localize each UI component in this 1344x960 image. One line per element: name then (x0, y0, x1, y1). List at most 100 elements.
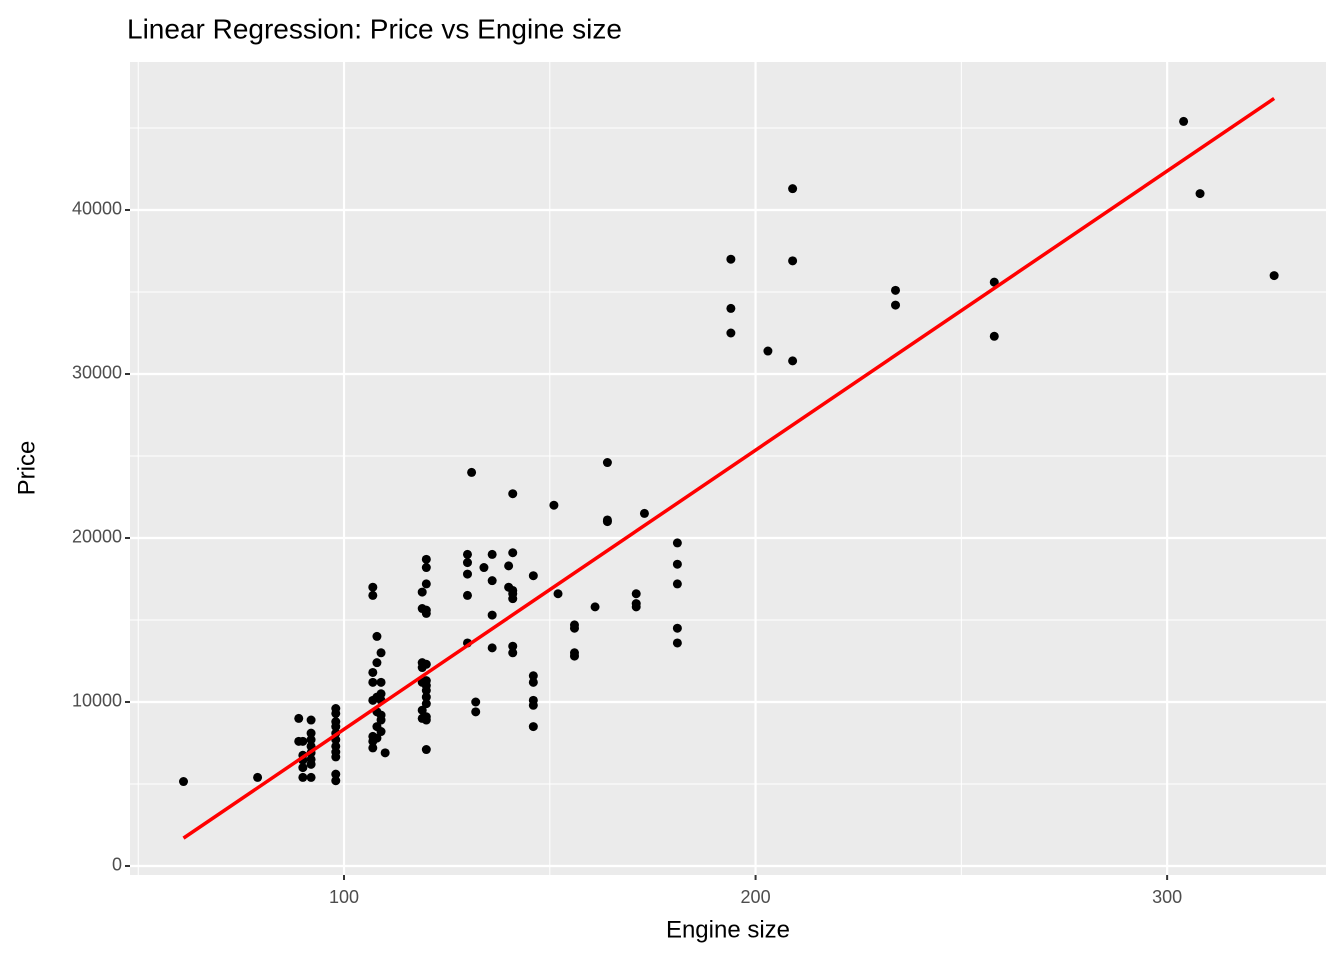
y-tick-label: 0 (112, 855, 122, 875)
point (368, 582, 378, 592)
point (631, 589, 641, 599)
point (553, 589, 563, 599)
point (763, 346, 773, 356)
point (376, 715, 386, 725)
regression-line (182, 97, 1276, 840)
point (989, 331, 999, 341)
point (421, 699, 431, 709)
point (508, 594, 518, 604)
point (508, 648, 518, 658)
point (672, 579, 682, 589)
point (989, 277, 999, 287)
point (487, 643, 497, 653)
point (602, 517, 612, 527)
point (417, 713, 427, 723)
point (306, 715, 316, 725)
point (462, 590, 472, 600)
point (368, 677, 378, 687)
point (417, 663, 427, 673)
point (331, 722, 341, 732)
point (471, 697, 481, 707)
point (421, 563, 431, 573)
point (368, 743, 378, 753)
point (368, 736, 378, 746)
y-tick-label: 20000 (72, 527, 122, 547)
point (294, 713, 304, 723)
point (306, 772, 316, 782)
point (891, 300, 901, 310)
point (372, 631, 382, 641)
point (306, 759, 316, 769)
point (417, 587, 427, 597)
point (508, 489, 518, 499)
chart-title: Linear Regression: Price vs Engine size (127, 13, 622, 44)
point (672, 559, 682, 569)
point (306, 735, 316, 745)
point (1269, 271, 1279, 281)
point (376, 677, 386, 687)
point (487, 576, 497, 586)
point (639, 508, 649, 518)
point (508, 641, 518, 651)
point (471, 707, 481, 717)
point (528, 571, 538, 581)
point (368, 667, 378, 677)
y-axis-title: Price (13, 441, 40, 496)
point (788, 184, 798, 194)
point (417, 677, 427, 687)
point (508, 548, 518, 558)
point (528, 700, 538, 710)
point (528, 722, 538, 732)
point (421, 686, 431, 696)
y-tick-label: 40000 (72, 199, 122, 219)
y-tick-label: 30000 (72, 363, 122, 383)
x-tick-label: 300 (1152, 887, 1182, 907)
point (788, 356, 798, 366)
point (1179, 116, 1189, 126)
point (672, 623, 682, 633)
point (549, 500, 559, 510)
point (487, 549, 497, 559)
point (417, 705, 427, 715)
point (462, 569, 472, 579)
point (726, 254, 736, 264)
point (462, 549, 472, 559)
point (372, 722, 382, 732)
point (368, 590, 378, 600)
point (631, 602, 641, 612)
point (726, 328, 736, 338)
point (487, 610, 497, 620)
x-axis-title: Engine size (666, 916, 790, 943)
point (421, 692, 431, 702)
point (569, 623, 579, 633)
point (672, 538, 682, 548)
point (331, 769, 341, 779)
point (294, 736, 304, 746)
point (504, 582, 514, 592)
point (417, 604, 427, 614)
point (179, 777, 189, 787)
point (376, 648, 386, 658)
point (504, 561, 514, 571)
point (421, 745, 431, 755)
point (1195, 189, 1205, 199)
point (331, 708, 341, 718)
point (462, 558, 472, 568)
point (380, 748, 390, 758)
point (331, 752, 341, 762)
point (298, 772, 308, 782)
point (331, 776, 341, 786)
point (298, 763, 308, 773)
point (672, 638, 682, 648)
point (372, 658, 382, 668)
point (726, 303, 736, 313)
y-tick-label: 10000 (72, 691, 122, 711)
point (467, 467, 477, 477)
point (306, 728, 316, 738)
x-tick-label: 100 (329, 887, 359, 907)
point (479, 563, 489, 573)
point (602, 458, 612, 468)
point (590, 602, 600, 612)
x-tick-label: 200 (741, 887, 771, 907)
